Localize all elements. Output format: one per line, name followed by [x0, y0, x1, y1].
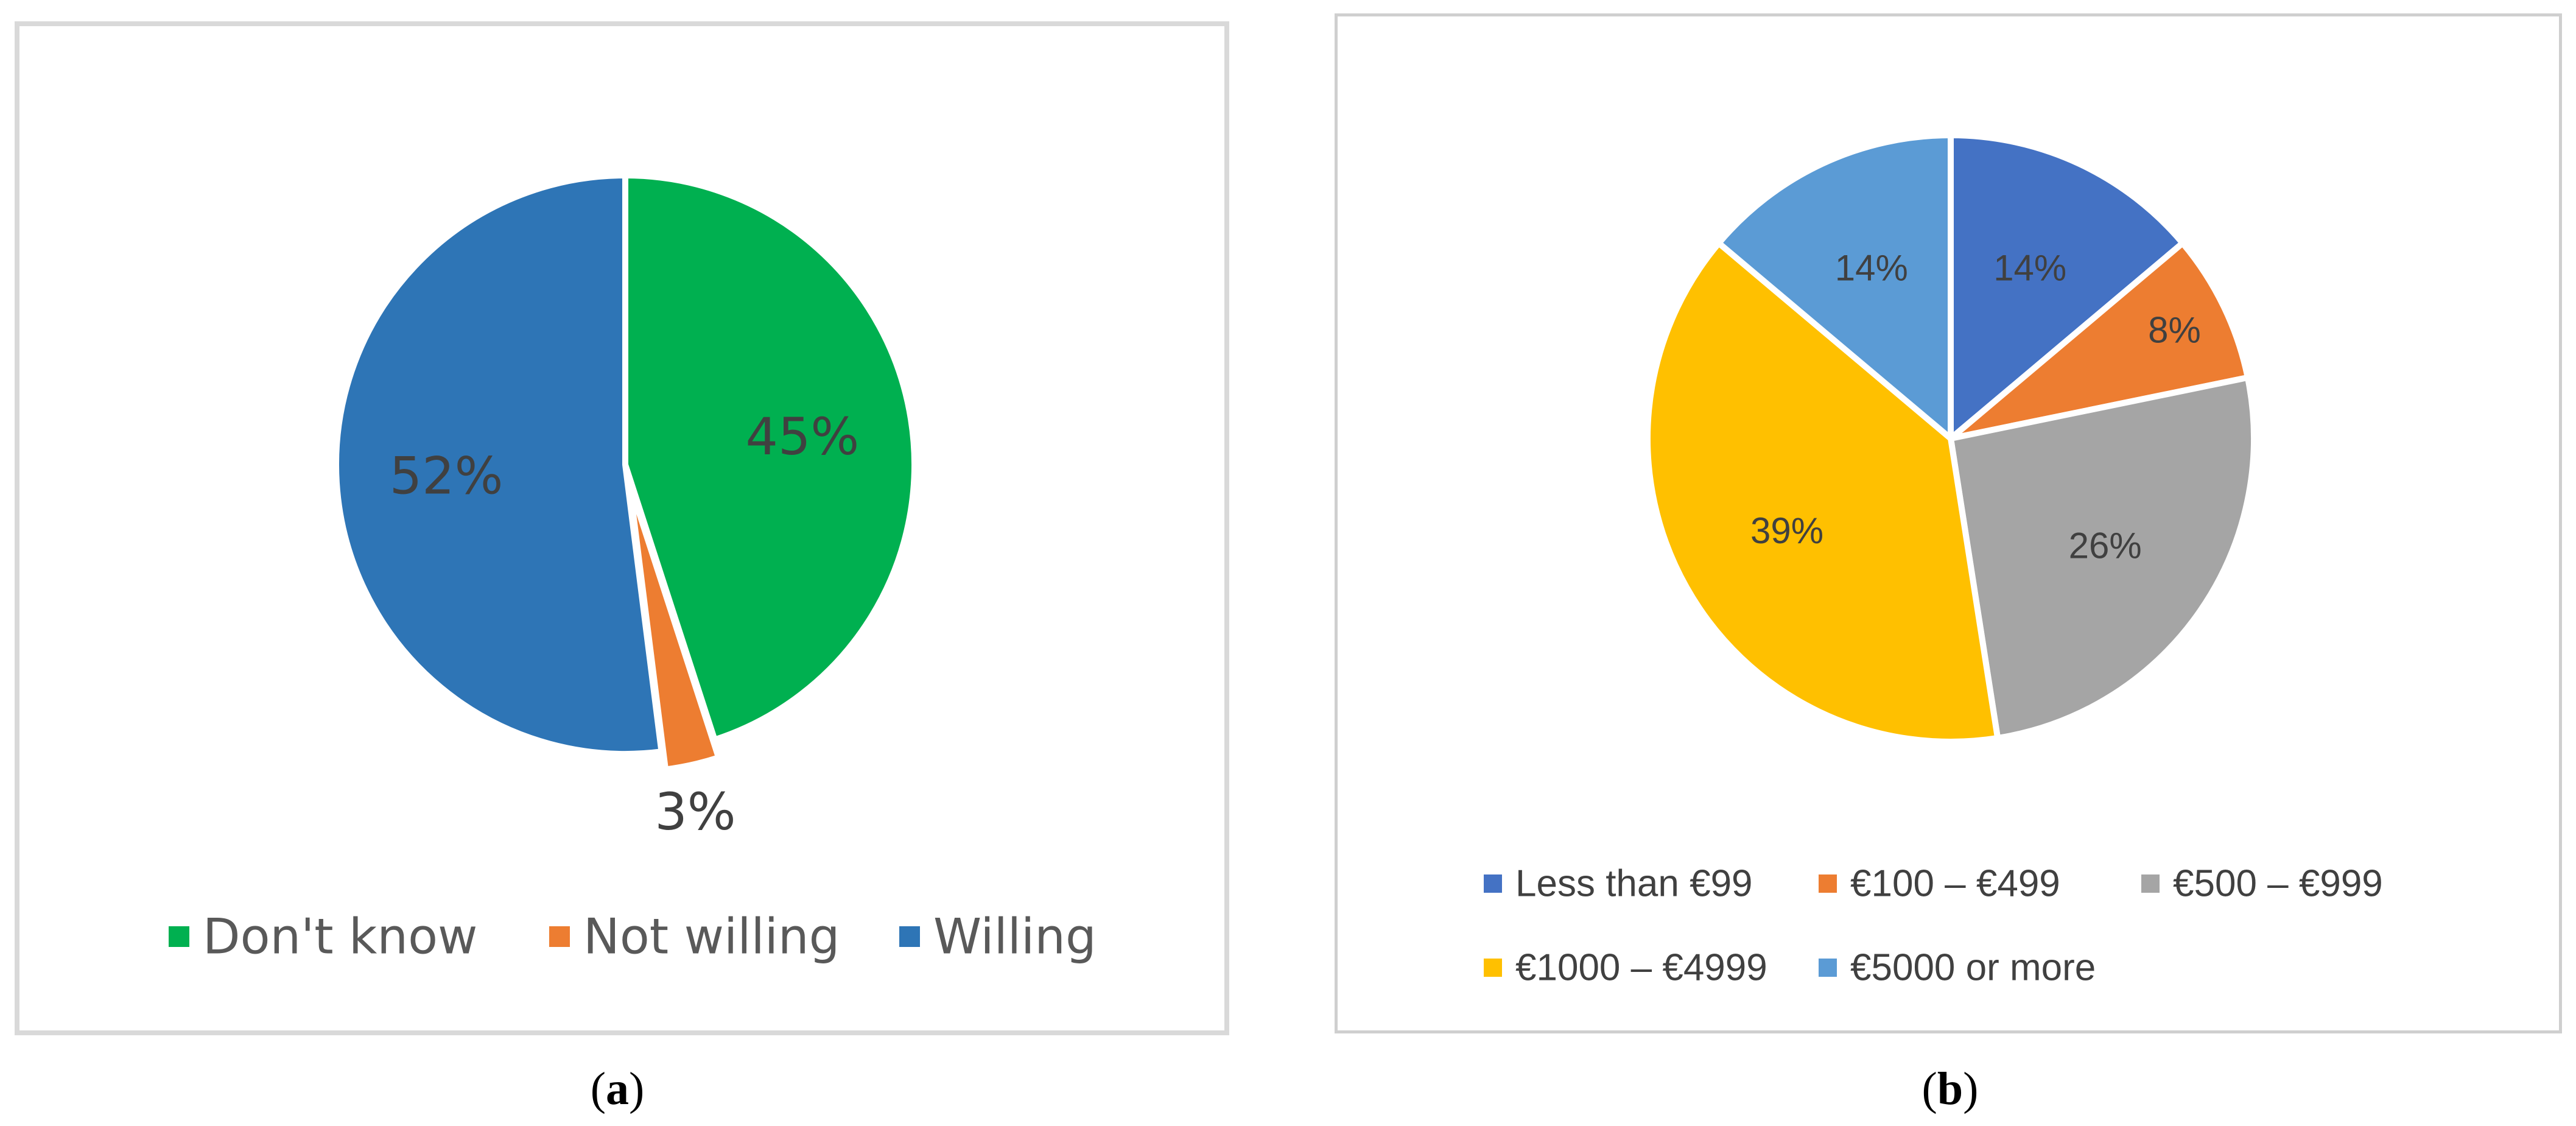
legend-label-less-than-99: Less than €99	[1515, 863, 1753, 905]
pie-chart-b: 14% 8% 26% 39% 14% Less than €99 €100 – €499 €5…	[1484, 132, 2383, 989]
legend: Don't know Not willing Willing	[169, 909, 1097, 965]
legend-swatch-not-willing	[549, 926, 570, 947]
pie-slice-willing	[333, 172, 665, 757]
data-label-500-999: 26%	[2069, 526, 2142, 566]
legend: Less than €99 €100 – €499 €500 – €999 €1000…	[1484, 863, 2383, 989]
pie-chart-a: 45% 3% 52% Don't know Not willing Willing	[169, 172, 1097, 965]
legend-swatch-5000-or-more	[1819, 959, 1837, 977]
legend-label-don-t-know: Don't know	[203, 909, 477, 965]
legend-label-1000-4999: €1000 – €4999	[1515, 947, 1767, 989]
data-label-1000-4999: 39%	[1750, 510, 1823, 551]
pie-slice-5000-or-more	[1716, 132, 1954, 442]
chart-panel-b: 14% 8% 26% 39% 14% Less than €99 €100 – €499 €5…	[1335, 13, 2562, 1033]
caption-b: (b)	[1921, 1063, 1979, 1114]
pie-slices	[1644, 132, 2257, 745]
data-label-don-t-know: 45%	[746, 407, 860, 466]
legend-label-100-499: €100 – €499	[1850, 863, 2060, 905]
pie-slice-1000-4999	[1644, 240, 2001, 745]
pie-slice-less-than-99	[1948, 132, 2186, 442]
legend-swatch-500-999	[2141, 874, 2160, 893]
legend-label-not-willing: Not willing	[583, 909, 840, 965]
pie-slice-500-999	[1948, 374, 2257, 741]
data-label-100-499: 8%	[2148, 310, 2201, 351]
data-label-less-than-99: 14%	[1993, 248, 2066, 289]
legend-swatch-1000-4999	[1484, 959, 1502, 977]
legend-label-willing: Willing	[933, 909, 1097, 965]
caption-a: (a)	[590, 1063, 645, 1114]
legend-label-500-999: €500 – €999	[2173, 863, 2383, 905]
legend-swatch-less-than-99	[1484, 874, 1502, 893]
legend-swatch-willing	[899, 926, 920, 947]
pie-slice-don-t-know	[622, 172, 918, 743]
pie-slice-not-willing	[626, 479, 722, 773]
legend-swatch-don-t-know	[169, 926, 189, 947]
chart-panel-a: 45% 3% 52% Don't know Not willing Willing	[15, 21, 1229, 1035]
data-label-5000-or-more: 14%	[1835, 248, 1908, 289]
pie-slice-100-499	[1948, 240, 2251, 442]
pie-slices	[333, 172, 918, 773]
legend-label-5000-or-more: €5000 or more	[1850, 947, 2096, 989]
data-label-willing: 52%	[390, 446, 504, 505]
legend-swatch-100-499	[1819, 874, 1837, 893]
data-label-not-willing: 3%	[655, 782, 735, 842]
